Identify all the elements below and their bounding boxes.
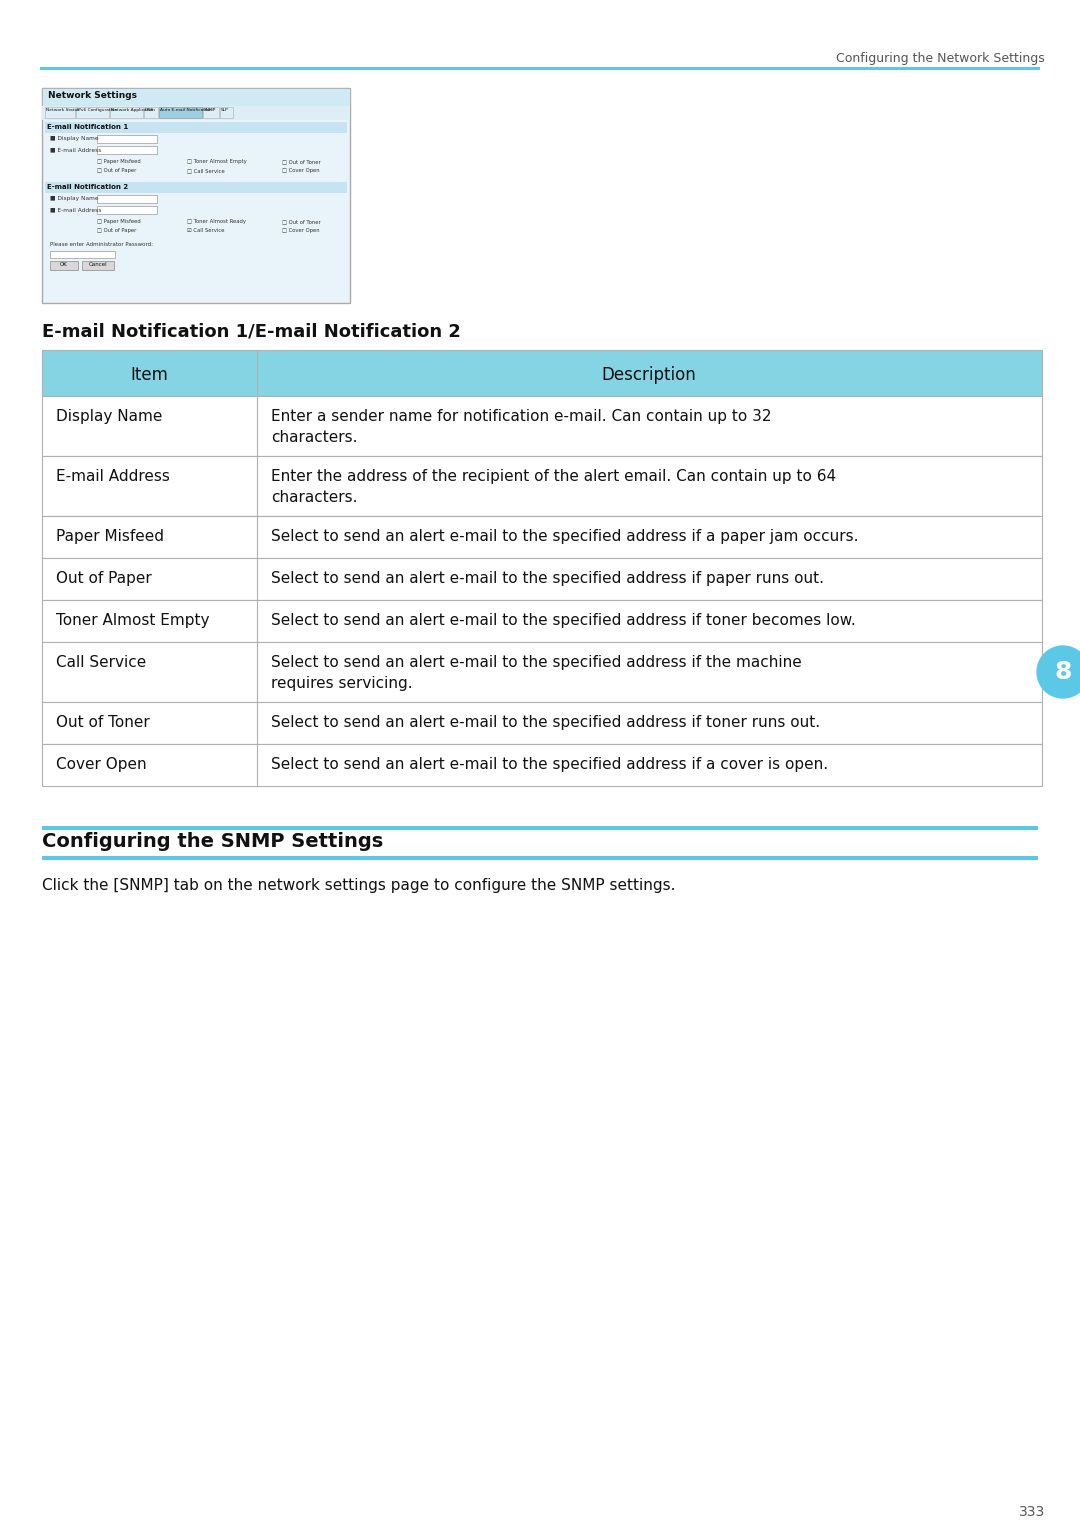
Text: □ Toner Almost Ready: □ Toner Almost Ready xyxy=(187,219,246,224)
Text: Select to send an alert e-mail to the specified address if toner becomes low.: Select to send an alert e-mail to the sp… xyxy=(271,613,855,628)
Text: Select to send an alert e-mail to the specified address if paper runs out.: Select to send an alert e-mail to the sp… xyxy=(271,571,824,587)
Bar xyxy=(42,106,350,119)
Text: Select to send an alert e-mail to the specified address if a cover is open.: Select to send an alert e-mail to the sp… xyxy=(271,757,828,772)
Text: □ Out of Toner: □ Out of Toner xyxy=(282,159,321,164)
Text: □ Toner Almost Empty: □ Toner Almost Empty xyxy=(187,159,246,164)
Text: OK: OK xyxy=(60,262,68,268)
Text: Network Application: Network Application xyxy=(111,107,156,112)
Bar xyxy=(42,702,1042,745)
Text: characters.: characters. xyxy=(271,490,357,506)
Text: characters.: characters. xyxy=(271,430,357,444)
Text: Description: Description xyxy=(602,366,697,385)
Bar xyxy=(45,123,347,133)
Text: Please enter Administrator Password:: Please enter Administrator Password: xyxy=(50,242,153,247)
Bar xyxy=(97,205,157,214)
Text: Auto E-mail Notification: Auto E-mail Notification xyxy=(160,107,212,112)
Bar xyxy=(40,67,1040,70)
Text: IPv6 Configuration: IPv6 Configuration xyxy=(77,107,118,112)
Bar xyxy=(97,146,157,155)
Bar xyxy=(159,107,202,118)
Bar xyxy=(45,107,75,118)
Text: SNMP: SNMP xyxy=(204,107,216,112)
Bar xyxy=(42,642,1042,702)
Text: 333: 333 xyxy=(1018,1504,1045,1520)
Text: Paper Misfeed: Paper Misfeed xyxy=(56,529,164,544)
Bar xyxy=(50,260,78,270)
Text: ■ E-mail Address: ■ E-mail Address xyxy=(50,147,102,152)
Text: ■ E-mail Address: ■ E-mail Address xyxy=(50,207,102,211)
Bar xyxy=(42,87,350,303)
Text: E-mail Address: E-mail Address xyxy=(56,469,170,484)
Text: Network Settings: Network Settings xyxy=(48,90,137,100)
Bar xyxy=(50,251,114,257)
Text: Item: Item xyxy=(130,366,167,385)
Text: □ Call Service: □ Call Service xyxy=(187,169,225,173)
Text: Click the [SNMP] tab on the network settings page to configure the SNMP settings: Click the [SNMP] tab on the network sett… xyxy=(42,878,675,893)
Bar xyxy=(82,260,114,270)
Text: Configuring the SNMP Settings: Configuring the SNMP Settings xyxy=(42,832,383,850)
Bar xyxy=(42,457,1042,516)
Text: ■ Display Name: ■ Display Name xyxy=(50,196,98,201)
Text: E-mail Notification 2: E-mail Notification 2 xyxy=(48,184,129,190)
Text: E-mail Notification 1: E-mail Notification 1 xyxy=(48,124,129,130)
Bar xyxy=(45,182,347,193)
Text: Select to send an alert e-mail to the specified address if a paper jam occurs.: Select to send an alert e-mail to the sp… xyxy=(271,529,859,544)
Text: □ Out of Toner: □ Out of Toner xyxy=(282,219,321,224)
Text: SLP: SLP xyxy=(221,107,229,112)
Bar xyxy=(42,87,350,106)
Bar xyxy=(42,516,1042,558)
Bar xyxy=(42,601,1042,642)
Text: Call Service: Call Service xyxy=(56,656,146,669)
Text: □ Out of Paper: □ Out of Paper xyxy=(97,169,136,173)
Text: Configuring the Network Settings: Configuring the Network Settings xyxy=(836,52,1045,64)
Circle shape xyxy=(1037,647,1080,699)
Bar xyxy=(42,558,1042,601)
Text: Select to send an alert e-mail to the specified address if toner runs out.: Select to send an alert e-mail to the sp… xyxy=(271,715,820,731)
Bar xyxy=(42,745,1042,786)
Bar xyxy=(42,395,1042,457)
Text: Out of Paper: Out of Paper xyxy=(56,571,152,587)
Text: ■ Display Name: ■ Display Name xyxy=(50,136,98,141)
Bar xyxy=(42,826,1038,830)
Text: Network Status: Network Status xyxy=(46,107,80,112)
Text: □ Cover Open: □ Cover Open xyxy=(282,228,320,233)
Text: 8: 8 xyxy=(1054,660,1071,683)
Text: Out of Toner: Out of Toner xyxy=(56,715,150,731)
Text: Enter the address of the recipient of the alert email. Can contain up to 64: Enter the address of the recipient of th… xyxy=(271,469,836,484)
Bar xyxy=(203,107,219,118)
Text: □ Out of Paper: □ Out of Paper xyxy=(97,228,136,233)
Bar xyxy=(97,135,157,142)
Text: Enter a sender name for notification e-mail. Can contain up to 32: Enter a sender name for notification e-m… xyxy=(271,409,771,424)
Text: E-mail Notification 1/E-mail Notification 2: E-mail Notification 1/E-mail Notificatio… xyxy=(42,322,461,340)
Bar xyxy=(76,107,109,118)
Bar xyxy=(42,349,1042,395)
Text: ☑ Call Service: ☑ Call Service xyxy=(187,228,225,233)
Text: requires servicing.: requires servicing. xyxy=(271,676,413,691)
Text: Select to send an alert e-mail to the specified address if the machine: Select to send an alert e-mail to the sp… xyxy=(271,656,801,669)
Text: □ Paper Misfeed: □ Paper Misfeed xyxy=(97,219,140,224)
Bar xyxy=(110,107,143,118)
Text: Cover Open: Cover Open xyxy=(56,757,147,772)
Text: DNS: DNS xyxy=(145,107,154,112)
Text: □ Cover Open: □ Cover Open xyxy=(282,169,320,173)
Text: Toner Almost Empty: Toner Almost Empty xyxy=(56,613,210,628)
Bar xyxy=(220,107,233,118)
Text: □ Paper Misfeed: □ Paper Misfeed xyxy=(97,159,140,164)
Text: Display Name: Display Name xyxy=(56,409,162,424)
Bar xyxy=(144,107,158,118)
Text: Cancel: Cancel xyxy=(89,262,107,268)
Bar xyxy=(97,195,157,204)
Bar xyxy=(42,856,1038,859)
